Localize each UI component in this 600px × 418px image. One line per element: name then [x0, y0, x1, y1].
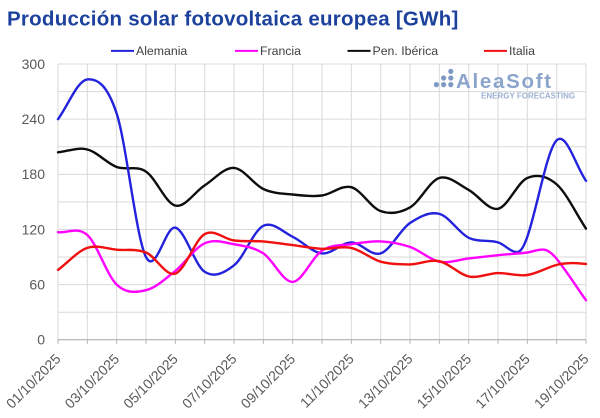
- svg-text:0: 0: [37, 332, 45, 348]
- svg-text:AleaSoft: AleaSoft: [456, 70, 553, 93]
- svg-text:Pen. Ibérica: Pen. Ibérica: [373, 44, 439, 58]
- svg-text:300: 300: [22, 56, 46, 72]
- svg-text:Producción solar fotovoltaica: Producción solar fotovoltaica europea [G…: [7, 7, 459, 30]
- svg-text:180: 180: [22, 166, 46, 182]
- svg-text:Francia: Francia: [260, 44, 301, 58]
- svg-text:Italia: Italia: [509, 44, 535, 58]
- svg-text:240: 240: [22, 111, 46, 127]
- svg-text:Alemania: Alemania: [136, 44, 187, 58]
- svg-text:60: 60: [29, 276, 45, 292]
- svg-text:ENERGY FORECASTING: ENERGY FORECASTING: [481, 92, 575, 101]
- svg-text:120: 120: [22, 221, 46, 237]
